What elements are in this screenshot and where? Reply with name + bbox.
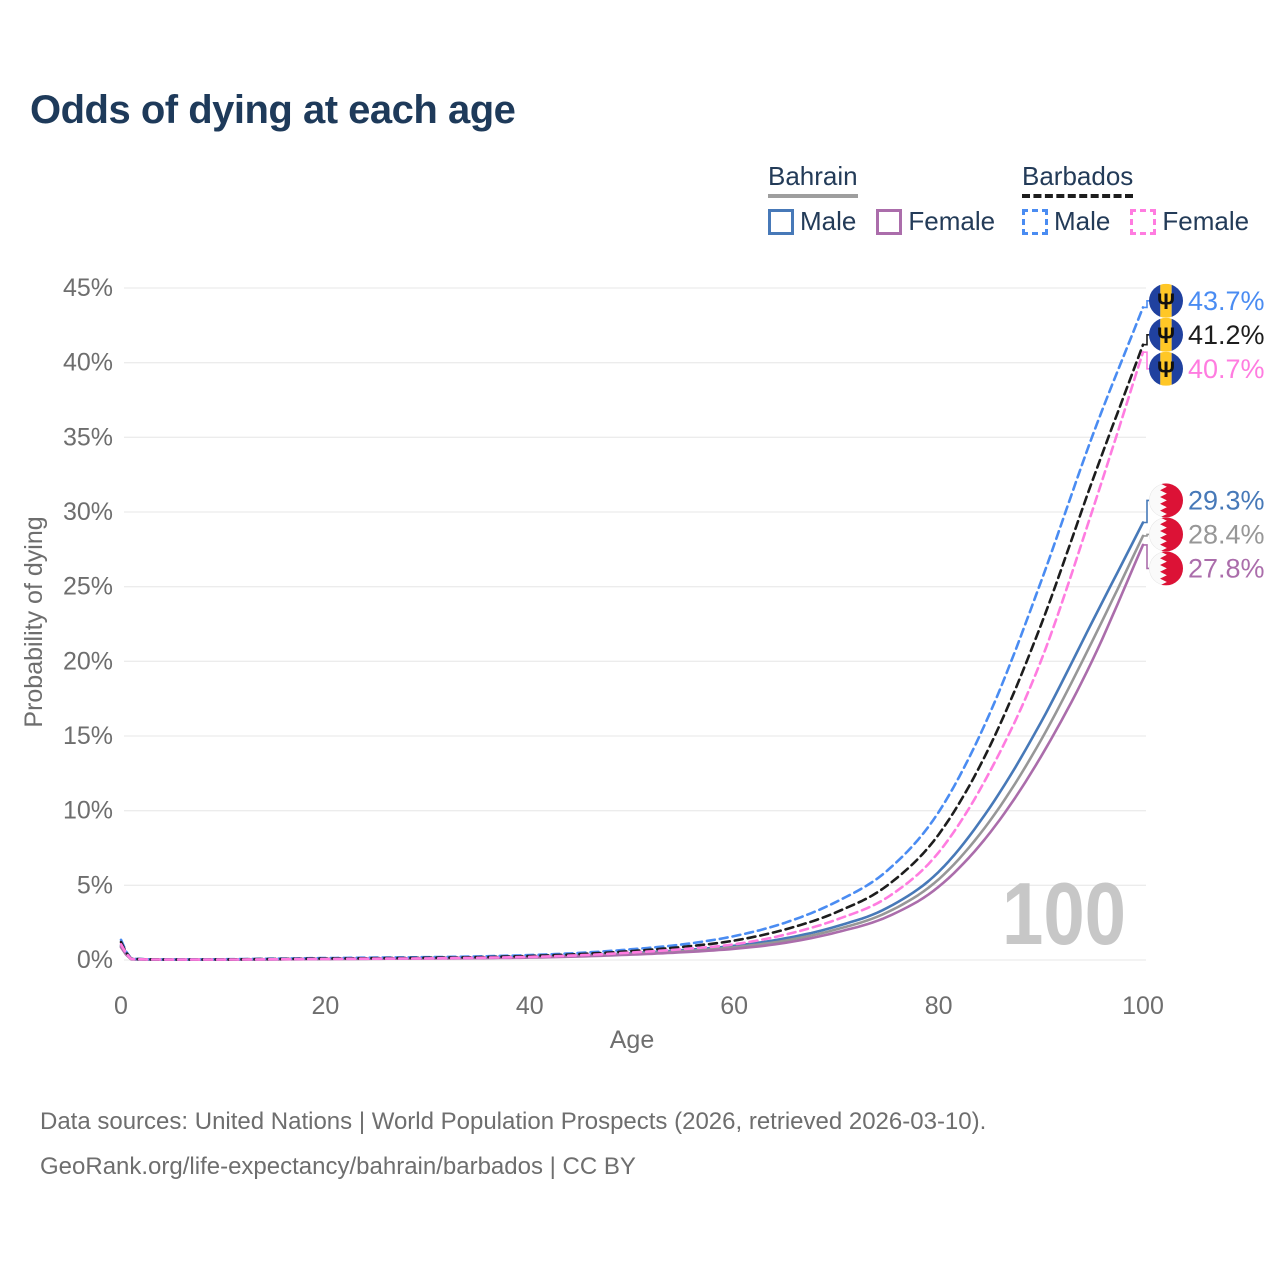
- footer-attribution-link: GeoRank.org/life-expectancy/bahrain/barb…: [40, 1153, 636, 1180]
- end-value-label-bahrain-male: 29.3%: [1188, 485, 1265, 515]
- legend-swatch-bahrain-female: [876, 208, 903, 235]
- y-tick-label-0: 0%: [77, 946, 113, 974]
- label-connector-bahrain-male: [1143, 499, 1150, 524]
- legend-row-barbados: Male Female: [1022, 206, 1269, 237]
- end-value-label-barbados-male: 43.7%: [1188, 286, 1265, 316]
- x-tick-label-40: 40: [516, 992, 544, 1020]
- chart-title: Odds of dying at each age: [30, 88, 516, 132]
- label-connector-barbados-male: [1143, 300, 1150, 309]
- footer-data-sources: Data sources: United Nations | World Pop…: [40, 1108, 987, 1135]
- x-tick-label-20: 20: [311, 992, 339, 1020]
- end-value-label-barbados-female: 40.7%: [1188, 354, 1265, 384]
- barbados-flag-icon: Ψ: [1149, 351, 1183, 386]
- legend-swatch-barbados-male: [1022, 208, 1048, 235]
- legend-swatch-barbados-female: [1130, 208, 1157, 235]
- x-axis-title: Age: [610, 1026, 654, 1054]
- legend-country-barbados: Barbados: [1022, 161, 1134, 198]
- end-annotations: 29.3% 28.4% 27.8% Ψ 43.7% Ψ 41.2% Ψ 40.7%: [1143, 283, 1265, 586]
- footer: Data sources: United Nations | World Pop…: [40, 1108, 986, 1198]
- legend-group-bahrain: Bahrain Male Female: [768, 161, 1015, 237]
- y-tick-label-20: 20%: [63, 647, 113, 675]
- x-tick-label-100: 100: [1122, 992, 1164, 1020]
- y-tick-label-45: 45%: [63, 274, 113, 302]
- y-tick-label-10: 10%: [63, 797, 113, 825]
- trident-icon: Ψ: [1157, 357, 1175, 382]
- legend-swatch-bahrain-male: [768, 208, 794, 235]
- y-tick-label-40: 40%: [63, 349, 113, 377]
- y-tick-label-30: 30%: [63, 498, 113, 526]
- legend-label-bahrain-female: Female: [908, 206, 996, 236]
- end-value-label-bahrain-both: 28.4%: [1188, 519, 1265, 549]
- series-line-barbados-female: [119, 350, 1145, 961]
- legend-country-bahrain: Bahrain: [768, 161, 858, 198]
- legend-label-barbados-female: Female: [1162, 206, 1250, 236]
- gridlines: 0% 5% 10% 15% 20% 25% 30% 35% 40% 45% 0 20 40 60 80 100: [63, 274, 1164, 1020]
- bahrain-flag-icon: [1149, 517, 1183, 552]
- end-value-label-bahrain-female: 27.8%: [1188, 553, 1265, 583]
- series-line-barbados-male: [119, 306, 1145, 961]
- label-connector-barbados-both: [1143, 334, 1150, 346]
- label-connector-barbados-female: [1143, 351, 1150, 370]
- legend-row-bahrain: Male Female: [768, 206, 1015, 237]
- legend-group-barbados: Barbados Male Female: [1022, 161, 1269, 237]
- end-value-label-barbados-both: 41.2%: [1188, 320, 1265, 350]
- x-tick-label-80: 80: [925, 992, 953, 1020]
- trident-icon: Ψ: [1157, 289, 1175, 314]
- y-tick-label-25: 25%: [63, 573, 113, 601]
- y-axis-title: Probability of dying: [20, 516, 48, 727]
- bahrain-flag-icon: [1149, 551, 1183, 586]
- trident-icon: Ψ: [1157, 323, 1175, 348]
- label-connector-bahrain-female: [1143, 544, 1150, 570]
- plot-area[interactable]: [124, 280, 1148, 968]
- watermark: 100: [1002, 864, 1126, 963]
- x-tick-label-60: 60: [720, 992, 748, 1020]
- barbados-flag-icon: Ψ: [1149, 283, 1183, 318]
- y-tick-label-15: 15%: [63, 722, 113, 750]
- legend-label-bahrain-male: Male: [800, 206, 857, 236]
- y-tick-label-5: 5%: [77, 871, 113, 899]
- series-lines: [119, 306, 1145, 961]
- x-tick-label-0: 0: [114, 992, 128, 1020]
- y-tick-label-35: 35%: [63, 423, 113, 451]
- label-connector-bahrain-both: [1143, 533, 1150, 537]
- bahrain-flag-icon: [1149, 483, 1183, 518]
- series-line-barbados-both: [119, 343, 1145, 961]
- barbados-flag-icon: Ψ: [1149, 317, 1183, 352]
- legend-label-barbados-male: Male: [1054, 206, 1111, 236]
